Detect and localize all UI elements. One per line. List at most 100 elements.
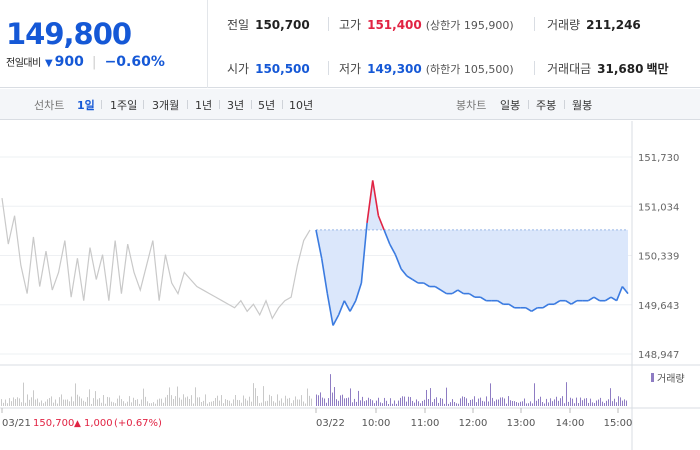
volume-bar — [556, 396, 557, 406]
volume-bar — [464, 396, 465, 406]
today-line-segment — [587, 296, 595, 302]
period-tab-5y[interactable]: 5년 — [258, 99, 276, 112]
volume-bar — [344, 398, 345, 406]
volume-bar — [538, 398, 539, 406]
stat-label: 거래량 — [547, 18, 581, 32]
volume-bar — [384, 397, 385, 406]
volume-bar — [372, 400, 373, 406]
today-line-segment — [320, 258, 329, 294]
volume-bar — [201, 401, 202, 406]
volume-bar — [115, 403, 116, 406]
divider — [219, 100, 220, 109]
volume-bar — [183, 394, 184, 406]
volume-bar — [426, 389, 427, 406]
volume-bar — [271, 396, 272, 406]
volume-bar — [458, 403, 459, 406]
period-tab-1w[interactable]: 1주일 — [110, 99, 138, 112]
volume-bar — [486, 396, 487, 406]
period-tab-1d[interactable]: 1일 — [77, 99, 95, 112]
divider: | — [92, 55, 97, 70]
stat-value: 150,500 — [255, 62, 310, 76]
volume-bar — [582, 400, 583, 406]
volume-bar — [424, 399, 425, 406]
volume-bar — [121, 399, 122, 406]
volume-bar — [506, 403, 507, 406]
today-line-segment — [360, 222, 368, 284]
candle-tab-weekly[interactable]: 주봉 — [536, 99, 557, 112]
volume-bar — [227, 399, 228, 406]
today-line-segment — [412, 278, 419, 284]
legend-swatch — [651, 373, 654, 382]
volume-bar — [378, 397, 379, 406]
today-line-segment — [593, 296, 601, 302]
volume-bar — [544, 403, 545, 406]
volume-bars — [1, 374, 627, 406]
volume-bar — [512, 400, 513, 406]
volume-bar — [197, 397, 198, 406]
volume-bar — [334, 387, 335, 406]
candle-tab-monthly[interactable]: 월봉 — [572, 99, 593, 112]
volume-bar — [155, 403, 156, 406]
volume-bar — [396, 403, 397, 406]
volume-bar — [81, 398, 82, 406]
candle-tab-daily[interactable]: 일봉 — [500, 99, 521, 112]
volume-bar — [225, 399, 226, 406]
volume-bar — [552, 401, 553, 406]
today-line-segment — [349, 300, 357, 312]
volume-bar — [442, 398, 443, 406]
volume-bar — [79, 396, 80, 406]
volume-bar — [402, 396, 403, 406]
volume-bar — [17, 397, 18, 406]
volume-bar — [418, 401, 419, 406]
quote-header: 149,800 전일대비 ▼ 900 | −0.60% 전일 150,700 고가 1… — [0, 0, 700, 88]
volume-bar — [111, 401, 112, 406]
price-chart[interactable]: 151,730 151,034 150,339 149,643 148,947 03/2… — [0, 121, 700, 450]
prev-day-close: 150,700 — [33, 418, 74, 429]
volume-bar — [446, 387, 447, 406]
volume-bar — [213, 400, 214, 406]
period-tab-10y[interactable]: 10년 — [289, 99, 314, 112]
volume-bar — [526, 403, 527, 406]
volume-bar — [610, 388, 611, 406]
today-line-segment — [553, 300, 561, 305]
period-tab-1y[interactable]: 1년 — [195, 99, 213, 112]
stat-label: 거래대금 — [547, 62, 592, 76]
volume-bar — [61, 394, 62, 406]
stat-note: (하한가 105,500) — [425, 63, 514, 76]
volume-bar — [590, 398, 591, 406]
volume-bar — [600, 397, 601, 406]
volume-bar — [484, 401, 485, 406]
x-tick-label: 13:00 — [507, 418, 536, 429]
volume-bar — [502, 397, 503, 406]
stat-value: 211,246 — [586, 18, 641, 32]
divider — [328, 61, 329, 75]
volume-bar — [522, 401, 523, 406]
volume-bar — [85, 401, 86, 406]
today-line-segment — [497, 300, 504, 305]
volume-bar — [311, 398, 312, 406]
today-line-segment — [315, 229, 323, 259]
volume-bar — [576, 397, 577, 406]
volume-bar — [364, 401, 365, 406]
volume-bar — [103, 395, 104, 406]
volume-bar — [626, 400, 627, 406]
period-tab-3m[interactable]: 3개월 — [152, 99, 180, 112]
stat-label: 고가 — [339, 18, 362, 32]
volume-bar — [25, 402, 26, 406]
volume-bar — [356, 401, 357, 406]
volume-bar — [362, 396, 363, 406]
stat-volume: 거래량 211,246 — [547, 16, 641, 33]
volume-bar — [29, 399, 30, 406]
volume-bar — [253, 383, 254, 406]
volume-bar — [223, 403, 224, 406]
volume-bar — [532, 403, 533, 406]
volume-bar — [157, 399, 158, 406]
volume-bar — [139, 403, 140, 406]
today-line-segment — [468, 292, 476, 298]
volume-bar — [37, 398, 38, 406]
volume-bar — [195, 387, 196, 406]
volume-bar — [15, 399, 16, 406]
period-tab-3y[interactable]: 3년 — [227, 99, 245, 112]
volume-bar — [490, 383, 491, 406]
divider — [143, 100, 144, 109]
